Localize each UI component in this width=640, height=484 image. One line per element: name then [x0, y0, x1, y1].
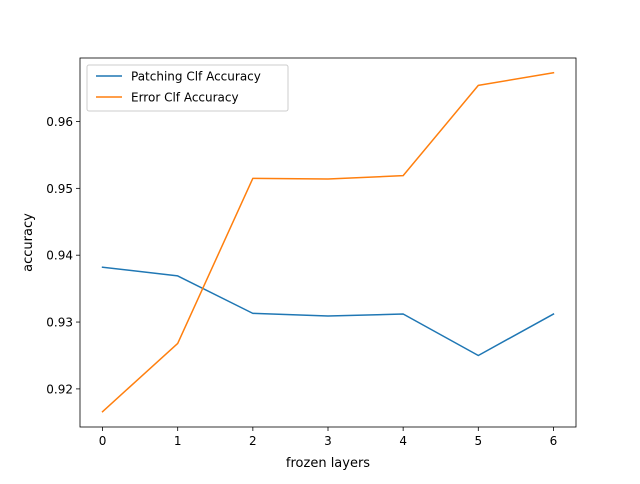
x-tick-label: 3: [324, 434, 332, 448]
x-tick-label: 6: [550, 434, 558, 448]
series-line-error: [101, 71, 555, 413]
legend: Patching Clf Accuracy Error Clf Accuracy: [86, 64, 289, 112]
y-tick-label: 0.96: [46, 115, 73, 129]
legend-label-error: Error Clf Accuracy: [131, 91, 239, 105]
y-tick-label: 0.95: [46, 182, 73, 196]
y-axis-ticks: 0.92 0.93 0.94 0.95 0.96: [46, 115, 80, 396]
series-layer: [101, 71, 555, 413]
x-axis-ticks: 0 1 2 3 4 5 6: [99, 427, 558, 448]
legend-label-patching: Patching Clf Accuracy: [131, 70, 261, 84]
x-tick-label: 4: [399, 434, 407, 448]
x-axis-label: frozen layers: [286, 456, 370, 471]
y-axis-label: accuracy: [21, 213, 36, 272]
x-tick-label: 5: [474, 434, 482, 448]
y-tick-label: 0.94: [46, 249, 73, 263]
x-tick-label: 0: [99, 434, 107, 448]
y-tick-label: 0.93: [46, 316, 73, 330]
series-line-patching: [101, 266, 555, 357]
y-tick-label: 0.92: [46, 382, 73, 396]
x-tick-label: 1: [174, 434, 182, 448]
x-tick-label: 2: [249, 434, 257, 448]
legend-box: [86, 64, 289, 112]
